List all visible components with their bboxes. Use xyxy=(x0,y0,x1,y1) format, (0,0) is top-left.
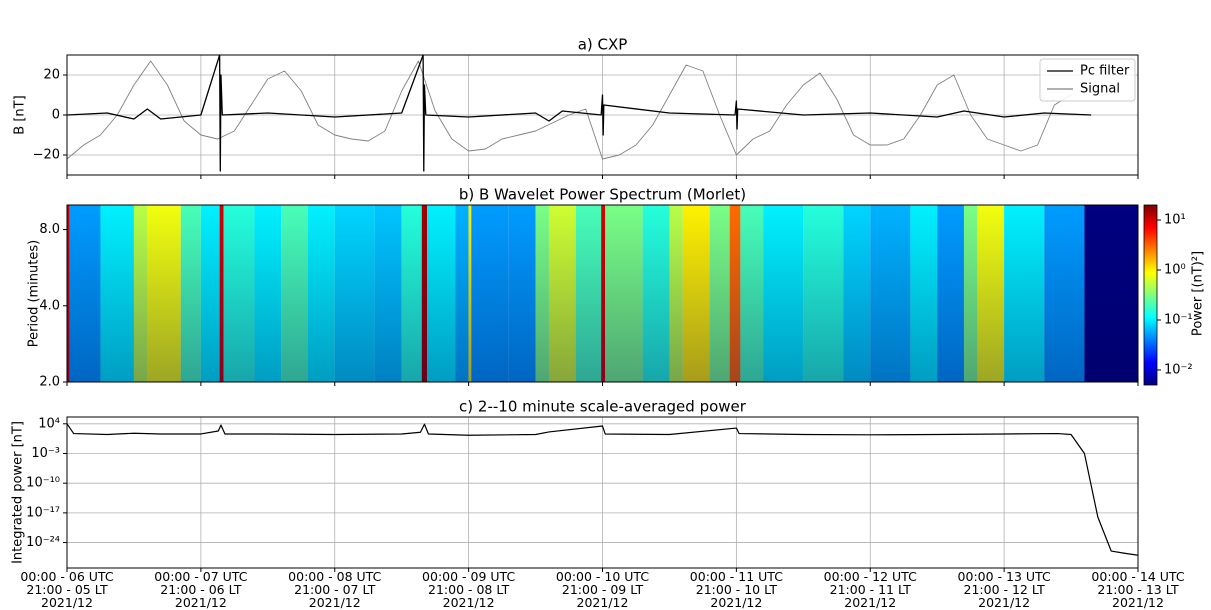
label-line: 2021/12 xyxy=(443,595,495,610)
label-line: 00:00 - 10 UTC xyxy=(556,569,649,584)
x-tick-label: 00:00 - 14 UTC 21:00 - 13 LT 2021/12 xyxy=(1091,569,1184,610)
label-line: 21:00 - 11 LT xyxy=(830,582,912,597)
label-line: 00:00 - 13 UTC xyxy=(958,569,1051,584)
panel-title: a) CXP xyxy=(578,36,628,54)
label-line: 21:00 - 08 LT xyxy=(428,582,510,597)
label-line: 00:00 - 12 UTC xyxy=(824,569,917,584)
colorbar-tick-label: 10⁻² xyxy=(1164,362,1193,377)
x-tick-label: 00:00 - 13 UTC 21:00 - 12 LT 2021/12 xyxy=(958,569,1051,610)
label-line: 2021/12 xyxy=(41,595,93,610)
y-axis-label: B [nT] xyxy=(13,95,28,134)
label-line: 00:00 - 07 UTC xyxy=(154,569,247,584)
label-line: 2021/12 xyxy=(309,595,361,610)
label-line: 2021/12 xyxy=(175,595,227,610)
label-line: 00:00 - 08 UTC xyxy=(288,569,381,584)
label-line: 21:00 - 06 LT xyxy=(160,582,242,597)
label-line: 00:00 - 06 UTC xyxy=(20,569,113,584)
colorbar xyxy=(1143,204,1158,386)
data-line xyxy=(66,54,1092,172)
x-tick-label: 00:00 - 10 UTC 21:00 - 09 LT 2021/12 xyxy=(556,569,649,610)
x-tick-label: 00:00 - 06 UTC 21:00 - 05 LT 2021/12 xyxy=(20,569,113,610)
legend-label: Signal xyxy=(1080,82,1120,97)
y-tick-label: 8.0 xyxy=(39,222,60,237)
label-line: 2021/12 xyxy=(844,595,896,610)
label-line: 21:00 - 10 LT xyxy=(696,582,778,597)
plot-frame xyxy=(66,54,1139,176)
y-tick-label: 10⁻²⁴ xyxy=(26,535,60,550)
y-tick-label: 10⁻³ xyxy=(31,446,60,461)
y-tick-label: 10⁻¹⁷ xyxy=(26,505,60,520)
colorbar-tick-label: 10⁻¹ xyxy=(1164,312,1193,327)
label-line: 00:00 - 14 UTC xyxy=(1091,569,1184,584)
data-line xyxy=(66,60,1072,160)
panel-title: c) 2--10 minute scale-averaged power xyxy=(459,398,747,416)
panel-title: b) B Wavelet Power Spectrum (Morlet) xyxy=(459,186,746,204)
x-tick-label: 00:00 - 09 UTC 21:00 - 08 LT 2021/12 xyxy=(422,569,515,610)
data-line xyxy=(66,423,1139,556)
label-line: 21:00 - 13 LT xyxy=(1097,582,1179,597)
colorbar-tick-label: 10¹ xyxy=(1164,213,1186,228)
label-line: 21:00 - 09 LT xyxy=(562,582,644,597)
y-axis-label: Period (minutes) xyxy=(27,240,42,347)
label-line: 00:00 - 11 UTC xyxy=(690,569,783,584)
x-tick-label: 00:00 - 11 UTC 21:00 - 10 LT 2021/12 xyxy=(690,569,783,610)
legend-box xyxy=(1039,58,1136,102)
y-tick-label: 10⁴ xyxy=(38,416,60,431)
spectrum-shade xyxy=(67,205,1138,382)
label-line: 21:00 - 05 LT xyxy=(26,582,108,597)
colorbar-label: Power [(nT)²] xyxy=(1191,251,1206,336)
label-line: 21:00 - 12 LT xyxy=(964,582,1046,597)
y-tick-label: 4.0 xyxy=(39,298,60,313)
colorbar-tick-label: 10⁰ xyxy=(1164,263,1186,278)
label-line: 2021/12 xyxy=(577,595,629,610)
y-tick-label: 20 xyxy=(43,68,60,83)
y-tick-label: 0 xyxy=(52,108,60,123)
label-line: 2021/12 xyxy=(710,595,762,610)
legend-label: Pc filter xyxy=(1080,64,1130,79)
label-line: 00:00 - 09 UTC xyxy=(422,569,515,584)
y-tick-label: 2.0 xyxy=(39,375,60,390)
x-tick-label: 00:00 - 12 UTC 21:00 - 11 LT 2021/12 xyxy=(824,569,917,610)
label-line: 21:00 - 07 LT xyxy=(294,582,376,597)
x-tick-label: 00:00 - 08 UTC 21:00 - 07 LT 2021/12 xyxy=(288,569,381,610)
x-tick-label: 00:00 - 07 UTC 21:00 - 06 LT 2021/12 xyxy=(154,569,247,610)
y-tick-label: 10⁻¹⁰ xyxy=(26,476,60,491)
y-tick-label: −20 xyxy=(33,148,60,163)
label-line: 2021/12 xyxy=(978,595,1030,610)
plot-frame xyxy=(66,416,1139,569)
label-line: 2021/12 xyxy=(1112,595,1164,610)
y-axis-label: Integrated power [nT] xyxy=(11,421,26,564)
plot-frame xyxy=(66,204,1139,383)
